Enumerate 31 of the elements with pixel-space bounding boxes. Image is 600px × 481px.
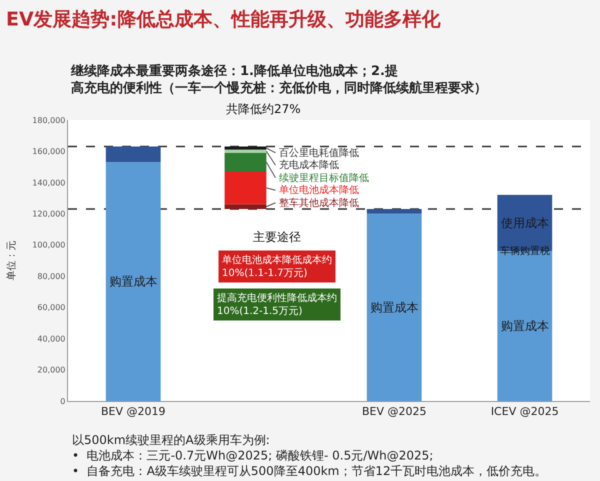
annotation: 单位电池成本降低成本约 10%(1.1-1.7万元) [222,254,332,279]
x-tick-label: ICEV @2025 [490,405,559,418]
chart-title: EV发展趋势:降低总成本、性能再升级、功能多样化 [6,8,442,30]
annotation: 车辆购置税 [500,245,550,257]
series-label: 充电成本降低 [279,159,339,171]
series-label: 百公里电耗值降低 [279,147,359,159]
text: 购置成本 [109,274,158,289]
y-tick-label: 20,000 [37,366,66,375]
x-tick-label: BEV @2025 [362,405,427,418]
y-tick-label: 180,000 [32,116,66,125]
y-tick-label: 160,000 [32,147,66,156]
y-tick-label: 120,000 [32,209,66,218]
y-tick-label: 60,000 [37,303,66,312]
annotation: 提高充电便利性降低成本约 10%(1.2-1.5万元) [217,292,337,317]
y-tick-label: 140,000 [32,178,66,188]
x-tick-label: BEV @2019 [100,405,166,418]
y-tick-label: 80,000 [37,272,66,281]
y-tick-label: 40,000 [37,334,66,344]
series-label: 单位电池成本降低 [279,184,359,196]
y-tick-label: 0 [60,396,66,406]
text: 共降低约27% [226,102,301,116]
series-label: 整车其他成本降低 [279,197,359,209]
y-tick-label: 100,000 [32,240,66,250]
text: 购置成本 [500,319,549,334]
text: 以500km续驶里程的A级乘用车为例: • 电池成本：三元-0.7元Wh@2025; 磷酸铁锂- 0.5元/Wh@2025; • 自备充电：A级车续驶里程可从500降至400km；节省12千瓦时电池成本，低价充电。 [72,433,547,478]
series-label: 购置成本 [370,300,418,314]
series-label: 续驶里程目标值降低 [279,172,369,184]
chart-subtitle: 继续降成本最重要两条途径：1.降低单位电池成本；2.提高充电的便利性（一车一个慢充桩：充低价电，同时降低续航里程要求） [70,63,487,96]
y-axis-title: 单位：元 [5,240,18,280]
annotation: 主要途径 [253,230,301,244]
series-label: 使用成本 [500,216,549,230]
